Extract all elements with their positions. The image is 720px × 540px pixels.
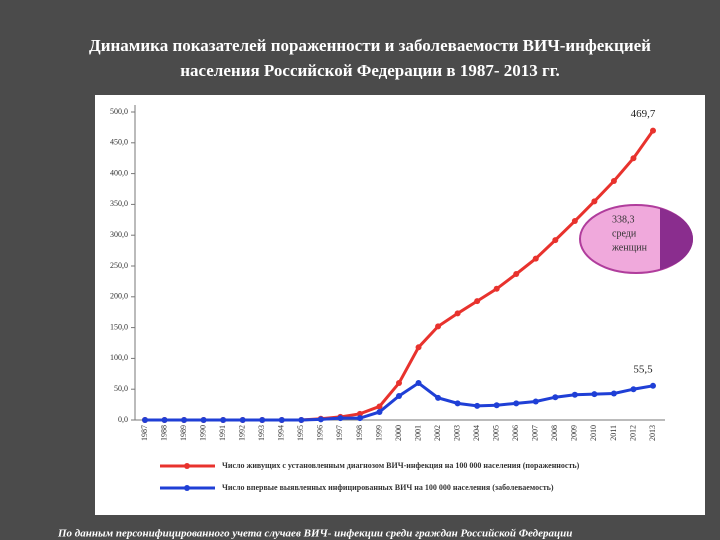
x-tick-label: 2000 <box>394 425 403 441</box>
x-tick-label: 2002 <box>433 425 442 441</box>
x-tick-label: 1999 <box>374 425 383 441</box>
data-point <box>278 417 285 423</box>
x-tick-label: 2008 <box>550 425 559 441</box>
data-point <box>474 402 481 409</box>
data-point <box>571 391 578 398</box>
x-tick-label: 2003 <box>452 425 461 441</box>
data-point <box>356 410 363 417</box>
y-tick-label: 100,0 <box>110 353 128 362</box>
x-tick-label: 2007 <box>531 425 540 441</box>
data-point <box>376 408 383 415</box>
data-point <box>552 237 559 244</box>
data-point <box>513 271 520 278</box>
x-tick-label: 1990 <box>198 425 207 441</box>
y-tick-label: 350,0 <box>110 199 128 208</box>
data-point <box>591 198 598 205</box>
data-point <box>298 417 305 423</box>
x-tick-label: 2013 <box>648 425 657 441</box>
y-tick-label: 50,0 <box>114 384 128 393</box>
data-point <box>474 298 481 305</box>
data-point <box>532 398 539 405</box>
bubble-shade <box>660 208 694 270</box>
data-point <box>181 417 188 423</box>
chart-panel <box>95 95 705 515</box>
y-tick-label: 500,0 <box>110 107 128 116</box>
data-point <box>161 417 168 423</box>
data-label: 469,7 <box>631 108 656 120</box>
x-tick-label: 2011 <box>609 425 618 441</box>
x-tick-label: 2004 <box>472 425 481 441</box>
x-tick-label: 2006 <box>511 425 520 441</box>
legend-label: Число живущих с установленным диагнозом … <box>222 461 580 470</box>
data-label: 55,5 <box>633 363 653 375</box>
title-line: Динамика показателей пораженности и забо… <box>89 36 651 55</box>
data-point <box>552 394 559 401</box>
y-tick-label: 400,0 <box>110 168 128 177</box>
legend-label: Число впервые выявленных инфицированных … <box>222 483 554 492</box>
data-point <box>571 218 578 225</box>
data-point <box>220 417 227 423</box>
data-point <box>259 417 266 423</box>
data-point <box>396 392 402 399</box>
data-point <box>435 323 442 330</box>
y-tick-label: 200,0 <box>110 292 128 301</box>
x-tick-label: 1989 <box>179 425 188 441</box>
data-point <box>396 380 402 387</box>
x-tick-label: 2005 <box>492 425 501 441</box>
data-point <box>650 382 656 389</box>
data-point <box>493 402 500 409</box>
y-tick-label: 150,0 <box>110 322 128 331</box>
data-point <box>610 390 617 397</box>
data-point <box>337 415 344 422</box>
data-point <box>200 417 207 423</box>
x-tick-label: 1988 <box>159 425 168 441</box>
annotation: женщин <box>611 242 648 253</box>
x-tick-label: 2010 <box>589 425 598 441</box>
title-line: населения Российской Федерации в 1987- 2… <box>180 61 560 80</box>
data-point <box>454 310 461 317</box>
footer: По данным персонифицированного учета слу… <box>57 528 572 540</box>
data-point <box>356 415 363 422</box>
x-tick-label: 1995 <box>296 425 305 441</box>
x-tick-label: 1994 <box>277 425 286 441</box>
data-point <box>532 255 539 262</box>
data-point <box>142 417 148 423</box>
x-tick-label: 2009 <box>570 425 579 441</box>
data-point <box>650 127 656 134</box>
data-point <box>239 417 246 423</box>
x-tick-label: 1991 <box>218 425 227 441</box>
data-point <box>630 155 637 162</box>
data-point <box>513 400 520 407</box>
x-tick-label: 1998 <box>355 425 364 441</box>
y-tick-label: 450,0 <box>110 138 128 147</box>
data-point <box>317 416 324 423</box>
x-tick-label: 1996 <box>316 425 325 441</box>
data-point <box>630 386 637 393</box>
data-point <box>493 285 500 292</box>
data-point <box>435 394 442 401</box>
data-point <box>454 400 461 407</box>
legend-marker <box>184 485 190 491</box>
y-tick-label: 0,0 <box>118 415 128 424</box>
legend-marker <box>184 463 190 469</box>
x-tick-label: 1993 <box>257 425 266 441</box>
data-point <box>415 380 422 387</box>
y-tick-label: 300,0 <box>110 230 128 239</box>
x-tick-label: 2001 <box>413 425 422 441</box>
data-point <box>376 403 383 410</box>
data-point <box>610 177 617 184</box>
x-tick-label: 2012 <box>628 425 637 441</box>
x-tick-label: 1992 <box>238 425 247 441</box>
data-point <box>591 391 598 398</box>
data-point <box>415 344 422 351</box>
x-tick-label: 1997 <box>335 425 344 441</box>
annotation: 338,3 <box>612 214 635 225</box>
y-tick-label: 250,0 <box>110 261 128 270</box>
x-tick-label: 1987 <box>140 425 149 441</box>
annotation: среди <box>612 228 637 239</box>
